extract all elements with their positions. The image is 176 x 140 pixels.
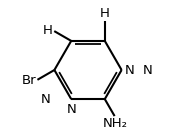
Text: H: H bbox=[100, 7, 110, 20]
Text: H: H bbox=[43, 24, 53, 37]
Text: N: N bbox=[125, 64, 135, 76]
Text: N: N bbox=[66, 103, 76, 116]
Text: N: N bbox=[40, 93, 50, 106]
Text: N: N bbox=[143, 64, 152, 76]
Text: Br: Br bbox=[22, 74, 36, 87]
Text: NH₂: NH₂ bbox=[103, 117, 128, 130]
